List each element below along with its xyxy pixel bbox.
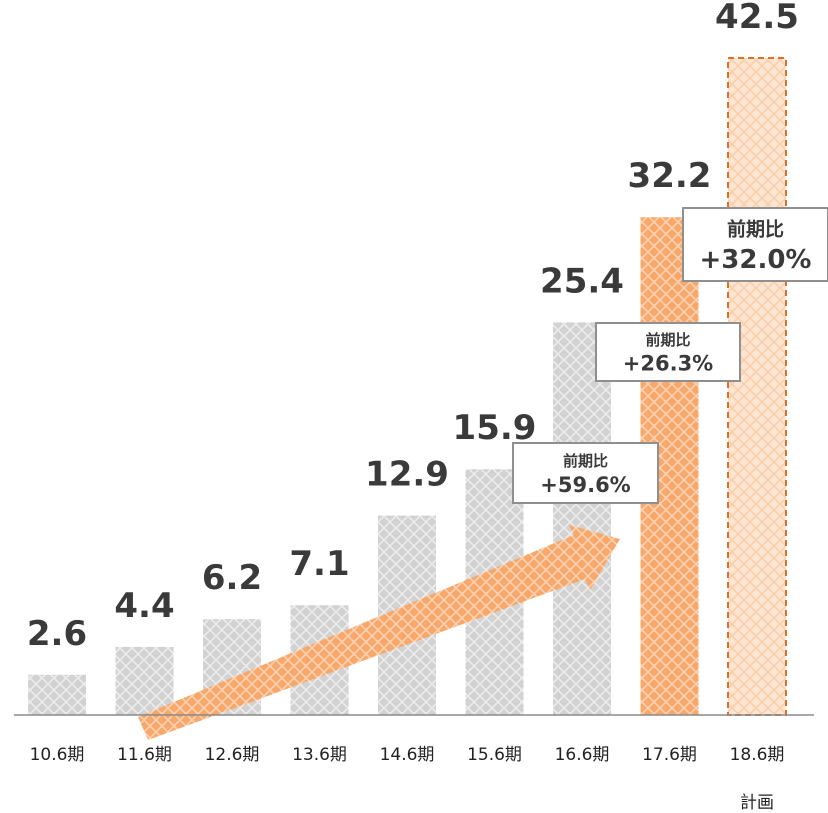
annotation-title: 前期比 [727, 218, 784, 241]
annotation-value: +32.0% [700, 245, 812, 275]
x-tick-label: 12.6期 [205, 745, 260, 765]
trend-arrow-group [138, 525, 620, 740]
x-tick-label: 17.6期 [642, 745, 697, 765]
x-tick-label: 13.6期 [292, 745, 347, 765]
x-tick-label: 11.6期 [117, 745, 172, 765]
bar [28, 674, 86, 715]
value-label: 32.2 [628, 156, 712, 196]
annotation-box [682, 207, 828, 282]
x-tick-label: 10.6期 [30, 745, 85, 765]
trend-arrow [138, 525, 620, 740]
annotation-title: 前期比 [563, 452, 608, 470]
annotation-value: +26.3% [623, 352, 713, 376]
value-label: 12.9 [365, 455, 449, 495]
annotation-title: 前期比 [645, 331, 690, 349]
bar [727, 57, 787, 716]
value-label: 2.6 [27, 614, 87, 654]
annotation-box [595, 322, 741, 382]
x-tick-label: 14.6期 [380, 745, 435, 765]
value-label: 42.5 [715, 0, 799, 37]
value-label: 6.2 [202, 558, 262, 598]
annotation-value: +59.6% [540, 473, 630, 497]
value-label: 25.4 [540, 261, 624, 301]
x-tick-label: 15.6期 [467, 745, 522, 765]
annotations-group: 前期比 +59.6% 前期比 +26.3% 前期比 +32.0% [512, 207, 828, 504]
plan-note-label: 計画 [740, 793, 774, 813]
value-label: 7.1 [289, 544, 349, 584]
value-labels-group: 2.6 4.4 6.2 7.1 12.915.9 25.4 32.2 42.5 [27, 0, 799, 654]
x-tick-labels-group: 10.6期 11.6期 12.6期 13.6期 14.6期 15.6期 16.6期 17.6期… [30, 745, 785, 765]
bar [553, 322, 611, 715]
value-label: 15.9 [453, 408, 537, 448]
bar [115, 646, 174, 715]
x-tick-label: 18.6期 [730, 745, 785, 765]
annotation-box [512, 442, 659, 504]
x-tick-label: 16.6期 [555, 745, 610, 765]
value-label: 4.4 [114, 586, 174, 626]
